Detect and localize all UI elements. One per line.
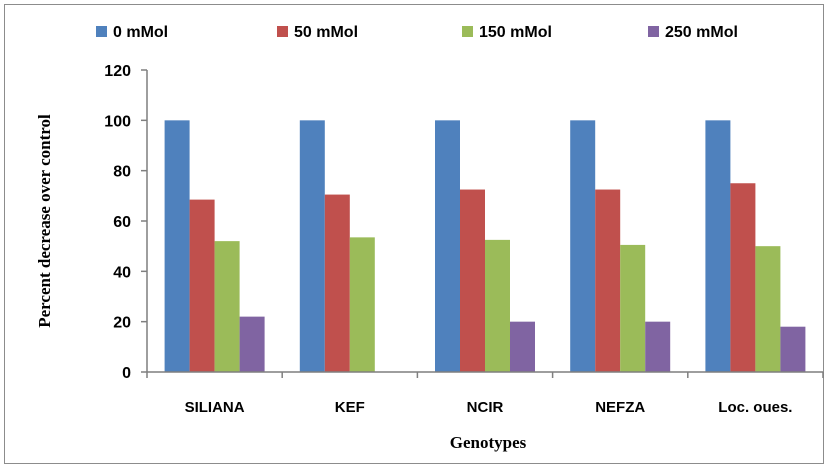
bar-siliana-50-mmol: [189, 199, 215, 372]
x-tick-label: Loc. oues.: [718, 399, 792, 416]
y-tick-label: 60: [113, 214, 131, 231]
legend-swatch: [96, 26, 107, 37]
y-tick-label: 40: [113, 264, 131, 281]
x-tick-label: NEFZA: [595, 399, 645, 416]
x-ticks: SILIANA KEF NCIR NEFZA Loc. oues.: [146, 372, 824, 416]
bar-siliana-150-mmol: [214, 241, 240, 372]
y-tick-label: 100: [104, 113, 131, 130]
bar-ncir-250-mmol: [510, 321, 535, 372]
y-ticks: 0 20 40 60 80 100 120: [104, 63, 147, 382]
legend-label: 50 mMol: [294, 24, 358, 41]
bar-ncir-0-mmol: [435, 120, 460, 372]
bar-loc-oues-150-mmol: [755, 246, 781, 372]
legend-swatch: [277, 26, 288, 37]
x-tick-label: KEF: [335, 399, 365, 416]
y-tick-label: 0: [122, 365, 131, 382]
bar-kef-50-mmol: [324, 194, 350, 372]
x-tick-label: SILIANA: [185, 399, 245, 416]
legend-swatch: [648, 26, 659, 37]
bar-nefza-50-mmol: [595, 189, 621, 372]
bar-kef-150-mmol: [349, 237, 375, 372]
bar-loc-oues-0-mmol: [705, 120, 731, 372]
bar-loc-oues-250-mmol: [780, 326, 806, 372]
legend-label: 0 mMol: [113, 24, 168, 41]
bar-kef-0-mmol: [299, 120, 325, 372]
x-axis-title: Genotypes: [450, 433, 527, 452]
bar-nefza-0-mmol: [570, 120, 596, 372]
x-tick-label: NCIR: [467, 399, 504, 416]
legend-swatch: [462, 26, 473, 37]
bar-ncir-150-mmol: [485, 239, 510, 372]
legend-label: 150 mMol: [479, 24, 552, 41]
y-axis-title: Percent decrease over control: [35, 114, 54, 328]
y-tick-label: 120: [104, 63, 131, 80]
bar-nefza-250-mmol: [645, 321, 671, 372]
bar-nefza-150-mmol: [620, 244, 646, 372]
bar-siliana-0-mmol: [164, 120, 190, 372]
y-tick-label: 20: [113, 315, 131, 332]
bars: [164, 120, 806, 372]
y-tick-label: 80: [113, 164, 131, 181]
legend: 0 mMol 50 mMol 150 mMol 250 mMol: [96, 24, 738, 41]
legend-label: 250 mMol: [665, 24, 738, 41]
bar-ncir-50-mmol: [460, 189, 485, 372]
bar-siliana-250-mmol: [239, 316, 265, 372]
bar-loc-oues-50-mmol: [730, 183, 756, 372]
chart-frame: [4, 4, 824, 464]
